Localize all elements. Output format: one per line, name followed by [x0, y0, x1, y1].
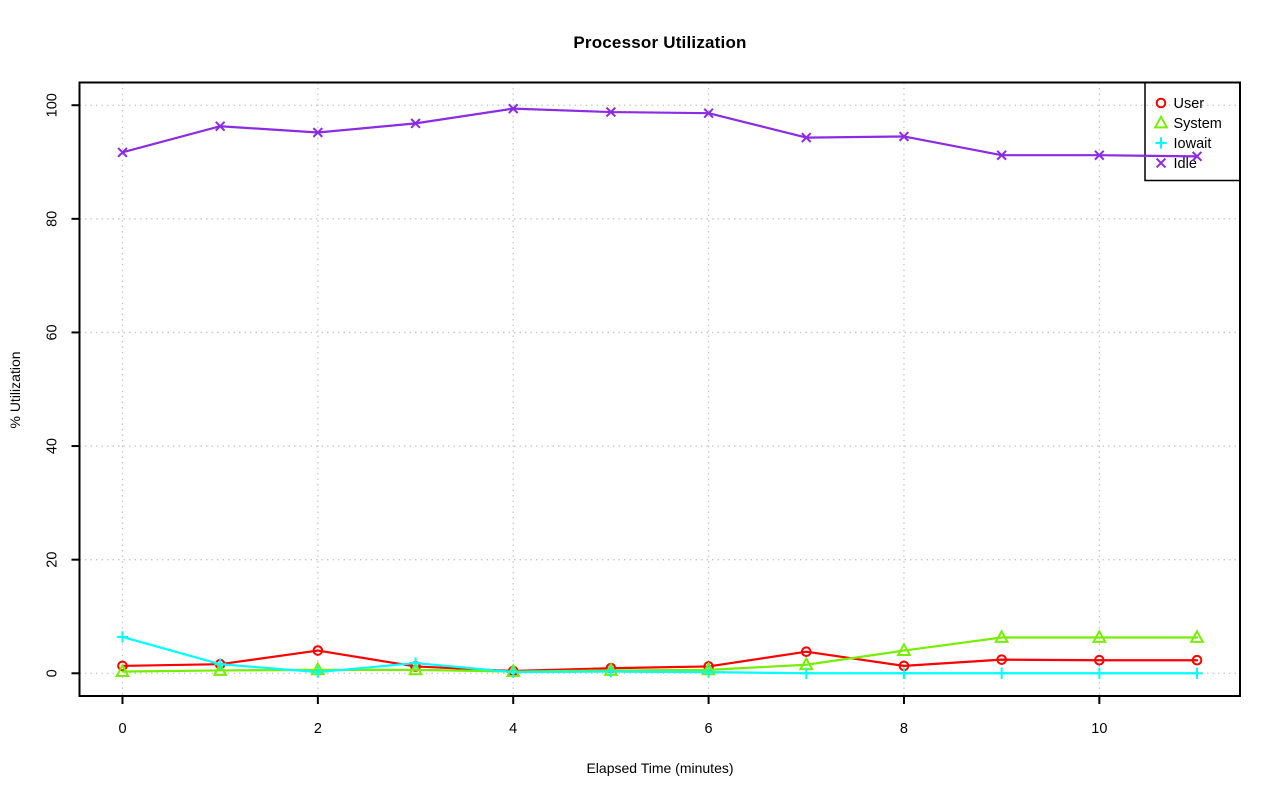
marker-triangle [408, 661, 424, 676]
marker-triangle [114, 663, 130, 677]
marker-x [801, 132, 812, 143]
legend-item-user: User [1155, 96, 1205, 112]
y-tick-label: 100 [45, 93, 61, 117]
chart-title: Processor Utilization [573, 33, 747, 52]
legend-label: User [1174, 96, 1205, 112]
marker-circle [800, 646, 812, 657]
marker-x [996, 150, 1007, 161]
marker-triangle [1091, 629, 1107, 643]
marker-x [1191, 151, 1203, 162]
legend-label: Iowait [1174, 136, 1212, 152]
marker-x [1155, 157, 1167, 169]
y-tick-label: 0 [45, 669, 61, 677]
y-tick-label: 80 [45, 211, 61, 227]
marker-x [117, 147, 128, 158]
marker-triangle [1189, 629, 1205, 643]
marker-circle [996, 654, 1007, 665]
marker-x [898, 131, 910, 142]
marker-circle [117, 660, 128, 672]
marker-x [508, 103, 519, 114]
legend-item-iowait: Iowait [1155, 136, 1211, 152]
legend-box [1144, 81, 1241, 182]
marker-x [215, 121, 226, 132]
marker-x [1094, 150, 1105, 161]
series-line-user [121, 649, 1199, 673]
x-tick-label: 8 [900, 721, 908, 737]
marker-circle [1155, 97, 1167, 109]
marker-circle [1094, 654, 1105, 666]
y-tick-label: 60 [45, 324, 61, 340]
marker-circle [312, 645, 324, 656]
series-line-iowait [121, 635, 1199, 675]
marker-x [703, 108, 714, 119]
x-tick-label: 4 [509, 721, 517, 737]
marker-triangle [212, 662, 228, 676]
marker-circle [1191, 654, 1203, 666]
series-iowait [116, 631, 1203, 679]
plot-box [78, 81, 1241, 697]
marker-triangle [1153, 114, 1169, 129]
legend-item-idle: Idle [1155, 156, 1197, 172]
legend-item-system: System [1153, 114, 1222, 132]
legend-label: Idle [1174, 156, 1197, 172]
series-idle [117, 103, 1203, 162]
legend-label: System [1174, 116, 1222, 132]
marker-x [410, 118, 421, 129]
x-axis-label: Elapsed Time (minutes) [586, 760, 734, 776]
x-tick-label: 2 [314, 721, 322, 737]
marker-x [605, 106, 617, 118]
y-tick-label: 40 [45, 438, 61, 454]
y-tick-label: 20 [45, 552, 61, 568]
marker-triangle [896, 642, 912, 656]
marker-x [312, 127, 323, 138]
marker-triangle [994, 629, 1010, 643]
x-tick-label: 10 [1091, 721, 1107, 737]
series-line-idle [121, 107, 1199, 158]
legend: User System Iowait Idle [1144, 81, 1241, 182]
x-tick-label: 0 [118, 721, 126, 737]
x-tick-label: 6 [705, 721, 713, 737]
